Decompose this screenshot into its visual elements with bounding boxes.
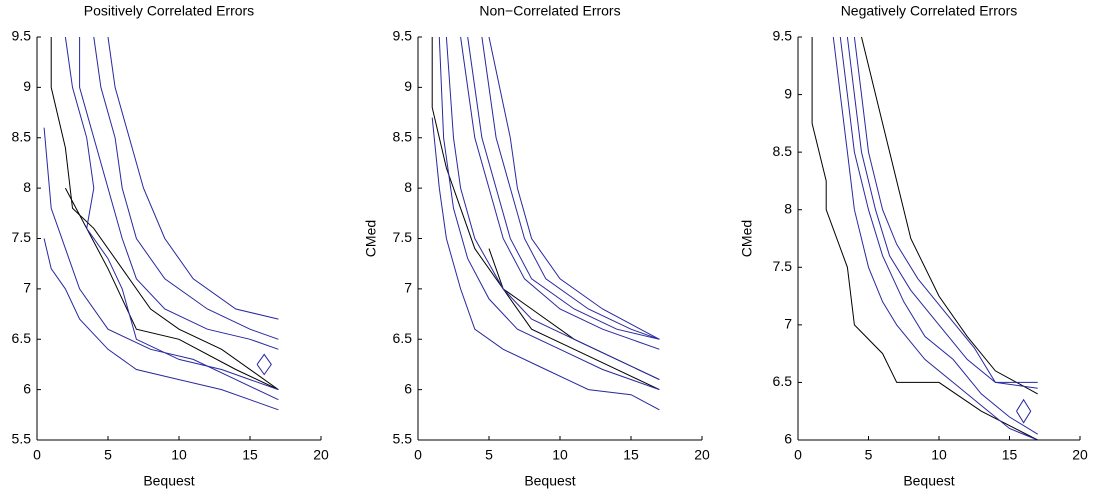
contour-line [43,127,279,401]
panel-title: Positively Correlated Errors [84,3,254,19]
contour-line [460,36,660,350]
contour-line [1016,398,1032,424]
contour-line [79,37,279,350]
y-tick-label: 5.5 [393,431,413,447]
y-tick-label: 7 [404,280,412,296]
x-tick-label: 5 [104,447,112,463]
contour-line [50,37,279,391]
contour-line [488,36,660,340]
contour-line [832,36,1038,441]
y-tick-label: 7.5 [393,229,413,245]
x-tick-label: 10 [171,447,187,463]
y-tick-label: 9 [404,78,412,94]
y-axis-label: CMed [739,220,755,257]
contour-line [839,36,1038,435]
y-tick-label: 8.5 [393,128,413,144]
x-tick-label: 5 [485,447,493,463]
panel-title: Non−Correlated Errors [479,3,620,19]
y-tick-label: 7.5 [12,229,32,245]
x-tick-label: 15 [1002,447,1018,463]
contour-line [93,36,279,340]
x-tick-label: 0 [794,447,802,463]
contour-line [256,353,272,376]
y-tick-label: 8.5 [773,143,793,159]
x-tick-label: 15 [242,447,258,463]
contour-line [107,36,279,320]
contour-line [43,238,279,411]
y-tick-label: 6 [23,380,31,396]
y-tick-label: 9.5 [773,28,793,44]
y-tick-label: 7.5 [773,258,793,274]
contour-line [811,37,1038,441]
x-tick-label: 0 [414,447,422,463]
y-tick-label: 8 [404,179,412,195]
x-tick-label: 20 [694,447,710,463]
x-axis-label: Bequest [524,473,575,489]
y-tick-label: 6.5 [773,373,793,389]
x-tick-label: 20 [313,447,329,463]
panel-title: Negatively Correlated Errors [841,3,1018,19]
y-tick-label: 6.5 [12,330,32,346]
contour-line [64,36,279,391]
contour-line [467,36,660,340]
y-tick-label: 8 [23,179,31,195]
contour-line [445,36,660,381]
y-tick-label: 9 [784,85,792,101]
contour-line [64,187,279,391]
contour-line [846,36,1038,389]
x-axis-label: Bequest [903,473,954,489]
y-tick-label: 7 [23,280,31,296]
y-tick-label: 5.5 [12,431,32,447]
contour-line [431,117,660,411]
y-tick-label: 6 [404,380,412,396]
y-tick-label: 8 [784,200,792,216]
y-tick-label: 9.5 [393,28,413,44]
y-axis-label: CMed [363,220,379,257]
y-tick-label: 8.5 [12,128,32,144]
y-tick-label: 9 [23,78,31,94]
x-tick-label: 5 [865,447,873,463]
x-tick-label: 0 [33,447,41,463]
contour-line [488,248,660,391]
y-tick-label: 7 [784,316,792,332]
x-tick-label: 10 [552,447,568,463]
contour-line [438,36,660,391]
x-tick-label: 20 [1072,447,1088,463]
y-tick-label: 9.5 [12,28,32,44]
x-tick-label: 15 [623,447,639,463]
y-tick-label: 6.5 [393,330,413,346]
contour-line [853,36,1038,383]
x-tick-label: 10 [931,447,947,463]
x-axis-label: Bequest [143,473,194,489]
contour-line [861,36,1038,395]
y-tick-label: 6 [784,431,792,447]
contour-line [481,36,660,340]
